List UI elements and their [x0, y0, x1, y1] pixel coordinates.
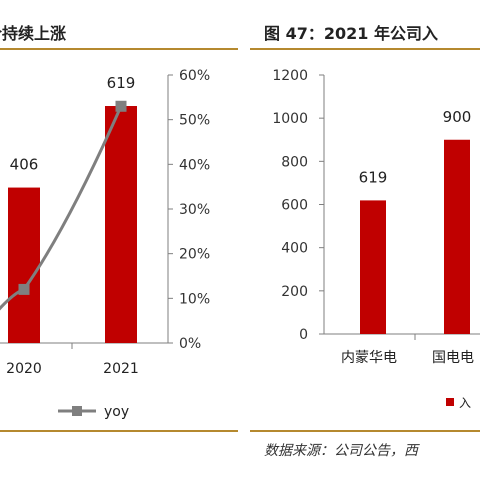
legend-label: yoy	[104, 404, 129, 420]
y-tick-label: 800	[281, 154, 308, 170]
yoy-series-line	[0, 105, 123, 311]
left-chart-title: 价持续上涨	[0, 24, 67, 43]
y-tick-label: 0	[299, 327, 308, 343]
bar	[105, 106, 137, 343]
y-tick-label: 400	[281, 241, 308, 257]
left-bottom-rule	[0, 430, 238, 432]
y-tick-label: 1000	[272, 111, 308, 127]
bar-data-label: 619	[359, 168, 388, 186]
bar-data-label: 406	[10, 156, 39, 174]
y2-tick-label: 10%	[179, 291, 210, 307]
y2-tick-label: 40%	[179, 157, 210, 173]
left-chart-panel: 价持续上涨 0% 10% 20% 30% 40% 50% 60% 406 619 2020 2021…	[0, 0, 238, 480]
legend-marker-swatch	[72, 406, 82, 416]
y-tick-label: 200	[281, 284, 308, 300]
bar	[8, 187, 40, 343]
source-note: 数据来源：公司公告，西	[264, 443, 418, 459]
y2-tick-label: 60%	[179, 68, 210, 84]
y-tick-label: 600	[281, 198, 308, 214]
right-title-rule	[250, 48, 480, 50]
right-bottom-rule	[250, 430, 480, 432]
y-tick-label: 1200	[272, 68, 308, 84]
yoy-point-marker	[18, 283, 30, 295]
bar	[444, 139, 470, 334]
left-chart-svg: 0% 10% 20% 30% 40% 50% 60% 406 619 2020 2021 yoy	[0, 68, 210, 420]
x-category-label: 国电电	[432, 350, 474, 366]
right-chart-title: 图 47：2021 年公司入	[264, 24, 438, 43]
x-category-label: 内蒙华电	[341, 350, 397, 366]
right-chart-panel: 图 47：2021 年公司入 0 200 400 600 800 1000 1200 619 9…	[250, 0, 480, 480]
bar-data-label: 619	[107, 74, 136, 92]
bar-data-label: 900	[443, 108, 472, 126]
legend-swatch	[446, 398, 454, 406]
legend-label: 入	[459, 396, 471, 410]
x-category-label: 2020	[6, 361, 42, 377]
y2-tick-label: 50%	[179, 113, 210, 129]
y2-tick-label: 0%	[179, 336, 201, 352]
bar	[360, 200, 386, 334]
yoy-point-marker	[115, 100, 127, 112]
y2-tick-label: 30%	[179, 202, 210, 218]
left-title-rule	[0, 48, 238, 50]
y2-tick-label: 20%	[179, 247, 210, 263]
x-category-label: 2021	[103, 361, 139, 377]
